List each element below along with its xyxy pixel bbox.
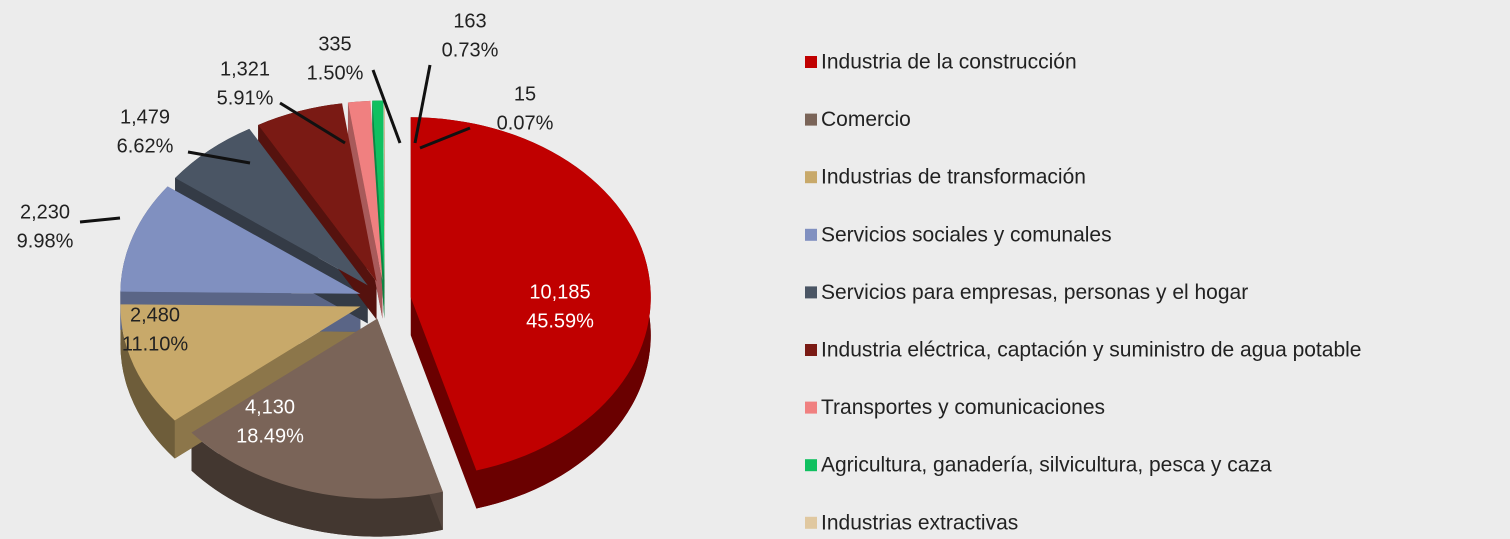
slice	[120, 186, 361, 294]
percent-label: 11.10%	[122, 333, 189, 355]
percent-label: 0.07%	[497, 112, 554, 134]
percent-label: 9.98%	[17, 230, 74, 252]
legend-label: Industria de la construcción	[821, 51, 1077, 74]
value-label: 4,130	[245, 396, 295, 418]
percent-label: 1.50%	[307, 62, 364, 84]
slice	[120, 304, 361, 421]
value-label: 1,479	[120, 106, 170, 128]
legend-label: Servicios sociales y comunales	[821, 223, 1112, 246]
legend-label: Agricultura, ganadería, silvicultura, pe…	[821, 454, 1272, 477]
percent-label: 5.91%	[217, 87, 274, 109]
slice	[258, 103, 377, 282]
legend-swatch	[805, 56, 817, 68]
legend-label: Industria eléctrica, captación y suminis…	[821, 339, 1361, 362]
legend-swatch	[805, 401, 817, 414]
leader-line	[371, 69, 402, 144]
legend-label: Industrias extractivas	[821, 511, 1018, 534]
leader-line	[419, 126, 471, 150]
slice	[347, 100, 383, 281]
legend-label: Comercio	[821, 108, 911, 131]
slice	[410, 117, 651, 471]
legend-swatch	[805, 286, 817, 299]
leader-line	[279, 101, 346, 145]
value-label: 2,230	[20, 201, 70, 223]
percent-label: 45.59%	[526, 310, 594, 332]
slice-side	[383, 100, 385, 319]
value-label: 163	[453, 10, 486, 32]
slice	[383, 100, 385, 281]
slice-side	[191, 432, 443, 537]
slice-side	[347, 102, 383, 319]
leader-line	[413, 64, 432, 144]
slice	[175, 128, 368, 286]
slice-side	[120, 304, 175, 459]
legend-label: Servicios para empresas, personas y el h…	[821, 281, 1248, 304]
legend-swatch	[805, 171, 817, 184]
leader-line	[79, 216, 121, 224]
leader-line	[187, 150, 251, 165]
value-label: 15	[514, 83, 536, 105]
percent-label: 6.62%	[117, 135, 174, 157]
percent-label: 0.73%	[442, 39, 499, 61]
legend-swatch	[805, 228, 817, 241]
slice	[372, 100, 385, 281]
slice	[191, 318, 443, 499]
legend-swatch	[805, 516, 817, 529]
value-label: 1,321	[220, 58, 270, 80]
legend-swatch	[805, 344, 817, 356]
legend-swatch	[805, 113, 817, 126]
legend-label: Transportes y comunicaciones	[821, 396, 1105, 419]
legend-swatch	[805, 459, 817, 472]
value-label: 335	[318, 33, 351, 55]
percent-label: 18.49%	[236, 425, 304, 447]
value-label: 2,480	[130, 304, 180, 326]
value-label: 10,185	[529, 281, 590, 303]
legend-label: Industrias de transformación	[821, 166, 1086, 189]
